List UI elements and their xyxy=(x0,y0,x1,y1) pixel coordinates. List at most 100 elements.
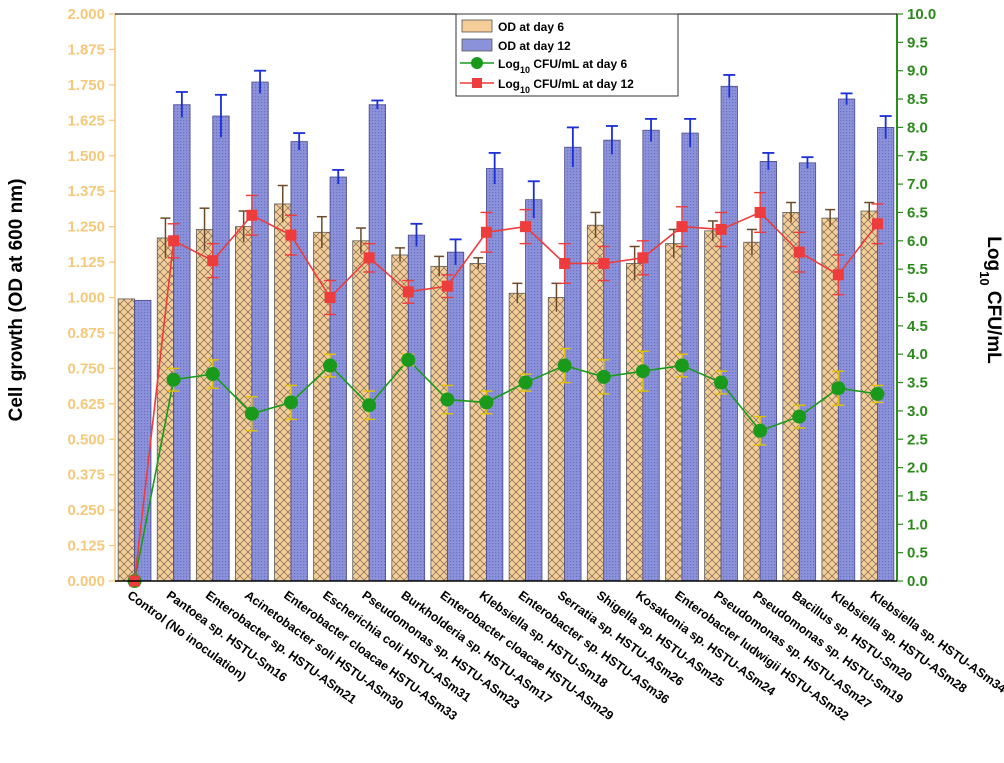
legend-label-od-day12: OD at day 12 xyxy=(498,39,571,53)
y-left-tick-label: 1.625 xyxy=(67,112,105,129)
bar-od-day6 xyxy=(195,229,214,582)
cfu-day6-point xyxy=(401,352,416,367)
cfu-day6-point xyxy=(753,423,768,438)
cfu-day12-point xyxy=(480,226,492,238)
bar-od-day6 xyxy=(704,230,722,582)
bar-od-day12 xyxy=(212,115,230,582)
y-axis-right-label: Log10 CFU/mL xyxy=(978,236,1004,364)
cfu-day6-point xyxy=(831,381,846,396)
legend-cfu-day12-main: Log xyxy=(498,77,520,91)
y-right-tick-label: 0.5 xyxy=(907,545,928,562)
cfu-day6-point xyxy=(674,358,689,373)
bar-od-day12 xyxy=(720,85,738,582)
bar-od-day6 xyxy=(743,241,761,582)
bar-od-day12 xyxy=(759,161,777,582)
bars-layer xyxy=(117,69,895,582)
y-left-tick-label: 0.125 xyxy=(67,538,105,555)
cfu-day6-point xyxy=(479,395,494,410)
bar-od-day6 xyxy=(156,237,175,582)
cfu-day12-point xyxy=(793,246,805,258)
y-left-tick-label: 0.625 xyxy=(67,396,105,413)
y-left-tick-label: 1.125 xyxy=(67,254,105,271)
legend-swatch-od-day6 xyxy=(461,19,493,33)
cfu-day12-point xyxy=(285,229,297,241)
legend-cfu-day6-rest: CFU/mL at day 6 xyxy=(530,57,627,71)
y-right-tick-label: 1.5 xyxy=(907,488,928,505)
cfu-day6-point xyxy=(596,369,611,384)
y-left-tick-label: 0.875 xyxy=(67,325,105,342)
cfu-day12-point xyxy=(246,209,258,221)
y-right-tick-label: 9.5 xyxy=(907,34,928,51)
y-right-tick-label: 0.0 xyxy=(907,573,928,590)
y-left-tick-label: 1.000 xyxy=(67,290,105,307)
y-right-tick-label: 4.5 xyxy=(907,318,928,335)
cfu-day12-point xyxy=(715,223,727,235)
bar-od-day12 xyxy=(681,132,699,582)
cfu-day12-point xyxy=(363,252,375,264)
cfu-day6-point xyxy=(557,358,572,373)
cfu-day6-point xyxy=(283,395,298,410)
y-right-tick-label: 2.0 xyxy=(907,460,928,477)
bar-od-day12 xyxy=(603,139,621,582)
y-left-tick-label: 1.875 xyxy=(67,41,105,58)
legend-label-od-day6: OD at day 6 xyxy=(498,20,564,34)
legend-swatch-od-day12 xyxy=(461,38,493,52)
y-left-tick-label: 0.500 xyxy=(67,431,105,448)
cfu-day6-point xyxy=(244,406,259,421)
legend-label-cfu-day6: Log10 CFU/mL at day 6 xyxy=(498,57,627,75)
cfu-day12-point xyxy=(402,286,414,298)
cfu-day12-point xyxy=(520,221,532,233)
legend-cfu-day6-sub: 10 xyxy=(520,65,530,75)
bar-od-day6 xyxy=(626,263,644,582)
y-right-tick-label: 8.0 xyxy=(907,119,928,136)
y-right-tick-label: 4.0 xyxy=(907,346,928,363)
y-axis-right-label-main: Log xyxy=(983,236,1004,271)
cfu-day6-point xyxy=(518,375,533,390)
cfu-day12-point xyxy=(207,255,219,267)
bar-od-day12 xyxy=(173,104,191,582)
bar-od-day6 xyxy=(782,212,800,582)
y-right-tick-label: 9.0 xyxy=(907,63,928,80)
y-right-tick-label: 2.5 xyxy=(907,431,928,448)
bar-od-day6 xyxy=(508,292,526,582)
y-right-tick-label: 3.5 xyxy=(907,375,928,392)
y-right-tick-label: 5.5 xyxy=(907,261,928,278)
bar-od-day6 xyxy=(235,226,253,582)
bar-od-day12 xyxy=(525,199,543,582)
y-axis-right-label-sub: 10 xyxy=(978,271,993,285)
cfu-day12-point xyxy=(637,252,649,264)
y-left-tick-label: 2.000 xyxy=(67,6,105,23)
y-right-tick-label: 6.5 xyxy=(907,204,928,221)
bar-od-day6 xyxy=(274,203,292,582)
y-right-tick-label: 1.0 xyxy=(907,516,928,533)
y-right-tick-label: 6.0 xyxy=(907,233,928,250)
bar-od-day12 xyxy=(642,129,660,582)
y-right-tick-label: 8.5 xyxy=(907,91,928,108)
cfu-day6-point xyxy=(440,392,455,407)
y-axis-right-label-rest: CFU/mL xyxy=(983,286,1004,365)
y-left-tick-label: 0.000 xyxy=(67,573,105,590)
bar-od-day6 xyxy=(391,254,409,582)
y-left-tick-label: 1.500 xyxy=(67,148,105,165)
cfu-day12-point xyxy=(441,280,453,292)
cfu-day6-point xyxy=(714,375,729,390)
cfu-day12-point xyxy=(598,257,610,269)
y-left-tick-label: 0.250 xyxy=(67,502,105,519)
lines-layer xyxy=(127,191,885,588)
legend-cfu-day12-sub: 10 xyxy=(520,85,530,95)
y-right-tick-label: 3.0 xyxy=(907,403,928,420)
bar-od-day12 xyxy=(798,162,817,582)
bar-od-day12 xyxy=(877,127,895,582)
bar-od-day12 xyxy=(251,81,269,582)
y-left-tick-label: 1.750 xyxy=(67,77,105,94)
cfu-day12-point xyxy=(168,235,180,247)
cfu-day12-line xyxy=(133,211,879,582)
legend-cfu-day12-rest: CFU/mL at day 12 xyxy=(530,77,634,91)
bar-od-day6 xyxy=(586,224,605,582)
y-right-tick-label: 5.0 xyxy=(907,290,928,307)
axes-layer xyxy=(109,13,903,582)
legend-marker-cfu-day12 xyxy=(472,78,482,88)
bar-od-day12 xyxy=(837,98,856,582)
y-left-tick-label: 1.375 xyxy=(67,183,105,200)
